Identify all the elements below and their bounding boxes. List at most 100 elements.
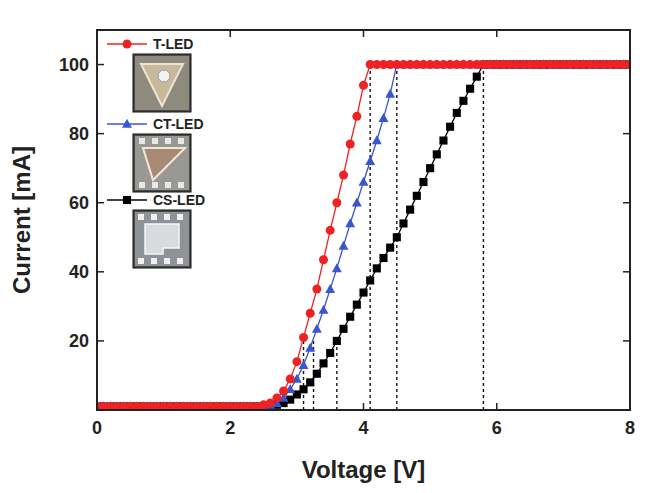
data-point	[379, 113, 389, 122]
y-tick-label: 40	[69, 262, 89, 282]
data-point	[473, 73, 481, 81]
photo-shape	[158, 70, 170, 82]
data-point	[333, 337, 341, 345]
data-point	[319, 305, 329, 314]
y-tick	[623, 340, 630, 342]
data-point	[359, 177, 369, 186]
inset-photo	[133, 54, 191, 112]
reference-line	[483, 65, 484, 410]
legend-label: CS-LED	[153, 192, 205, 208]
photo-shape	[178, 138, 184, 144]
chart: 0246820406080100Voltage [V]Current [mA]T…	[0, 0, 648, 493]
inset-photo	[133, 210, 191, 268]
photo-shape	[177, 214, 183, 220]
axes: 0246820406080100	[59, 30, 635, 438]
y-tick-label: 80	[69, 124, 89, 144]
photo-shape	[138, 258, 144, 264]
legend-marker	[123, 40, 132, 49]
photo-shape	[178, 182, 184, 188]
y-tick	[623, 271, 630, 273]
photo-shape	[152, 138, 158, 144]
data-point	[453, 109, 461, 117]
y-tick	[97, 64, 104, 66]
photo-shape	[139, 182, 145, 188]
series-line	[97, 65, 630, 407]
photo-shape	[143, 148, 185, 180]
reference-line	[303, 341, 304, 410]
data-point	[439, 136, 447, 144]
data-point	[326, 226, 335, 235]
data-point	[306, 309, 315, 318]
data-point	[299, 385, 307, 393]
data-point	[305, 343, 315, 352]
legend-marker	[122, 119, 132, 128]
data-point	[319, 359, 327, 367]
y-tick	[97, 271, 104, 273]
photo-shape	[151, 258, 157, 264]
data-point	[339, 241, 349, 250]
photo-shape	[152, 182, 158, 188]
data-point	[353, 301, 361, 309]
y-tick-label: 20	[69, 331, 89, 351]
data-point	[393, 233, 401, 241]
y-tick	[623, 133, 630, 135]
data-point	[326, 349, 334, 357]
photo-frame	[133, 210, 191, 268]
x-tick	[363, 403, 365, 410]
data-point	[352, 198, 362, 207]
data-point	[419, 178, 427, 186]
plot-frame	[97, 30, 630, 410]
data-point	[352, 112, 361, 121]
data-point	[306, 378, 314, 386]
y-tick	[97, 340, 104, 342]
data-point	[386, 244, 394, 252]
photo-shape	[164, 214, 170, 220]
data-point	[312, 324, 322, 333]
data-point	[366, 276, 374, 284]
data-point	[433, 150, 441, 158]
y-tick	[97, 202, 104, 204]
data-point	[365, 156, 375, 165]
x-tick-label: 8	[625, 418, 635, 438]
photo-shape	[164, 258, 170, 264]
data-point	[346, 313, 354, 321]
series-line	[97, 65, 630, 407]
data-point	[272, 393, 281, 402]
reference-line	[369, 65, 370, 410]
photo-frame	[133, 134, 191, 192]
data-point	[313, 370, 321, 378]
photo-bg	[135, 136, 189, 190]
data-point	[345, 218, 355, 227]
data-point	[312, 285, 321, 294]
data-point	[339, 171, 348, 180]
inset-photo	[133, 134, 191, 192]
data-point	[426, 164, 434, 172]
y-tick	[97, 133, 104, 135]
photo-shape	[145, 224, 179, 254]
photo-shape	[165, 138, 171, 144]
y-tick	[623, 202, 630, 204]
reference-line	[336, 341, 337, 410]
data-point	[406, 206, 414, 214]
photo-shape	[138, 214, 144, 220]
data-point	[292, 357, 301, 366]
data-point	[459, 97, 467, 105]
series-0	[97, 60, 630, 410]
data-point	[325, 284, 335, 293]
x-tick	[496, 30, 498, 37]
data-point	[319, 255, 328, 264]
photo-shape	[151, 214, 157, 220]
photo-shape	[141, 64, 183, 106]
data-point	[359, 288, 367, 296]
x-tick-label: 6	[492, 418, 502, 438]
data-point	[372, 135, 382, 144]
data-point	[359, 81, 368, 90]
data-point	[286, 374, 295, 383]
data-point	[413, 192, 421, 200]
legend: T-LEDCT-LEDCS-LED	[107, 36, 205, 268]
x-tick	[230, 30, 232, 37]
x-tick-label: 4	[358, 418, 368, 438]
y-tick-label: 60	[69, 193, 89, 213]
x-tick-label: 0	[92, 418, 102, 438]
data-point	[332, 263, 342, 272]
